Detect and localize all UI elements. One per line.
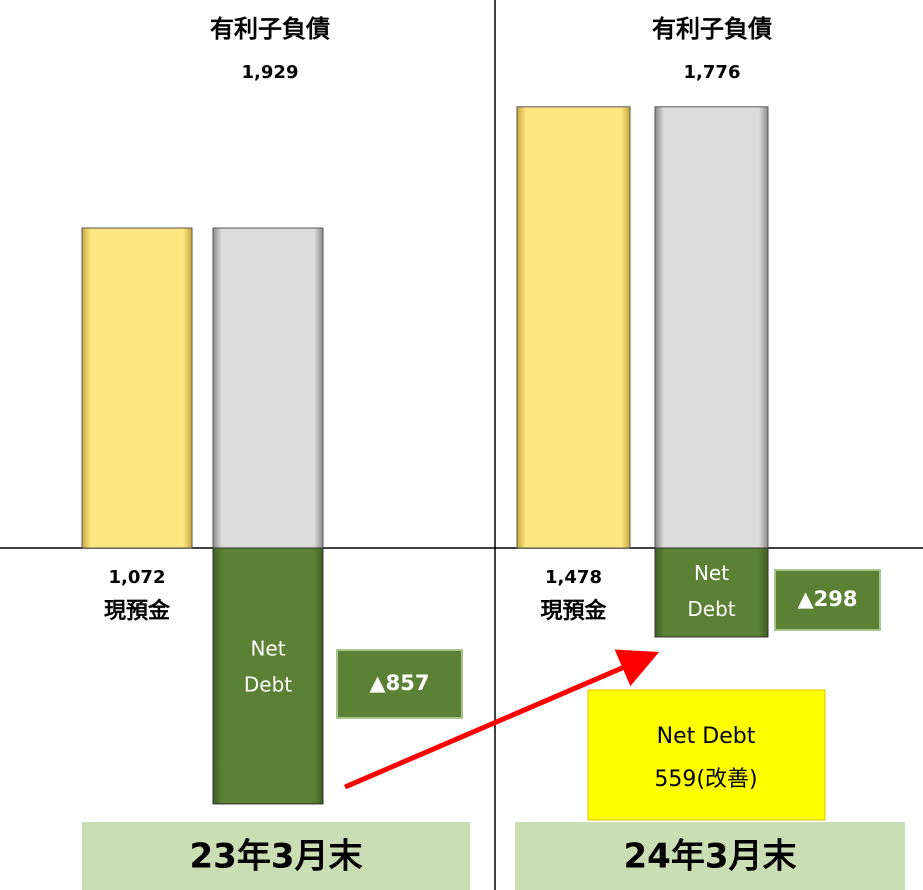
- debt-label: 有利子負債: [652, 15, 772, 43]
- cash-value-label: 1,478: [545, 567, 602, 588]
- net-debt-bar: [654, 547, 769, 638]
- net-debt-box: [774, 569, 881, 631]
- cash-value-label: 1,072: [109, 567, 166, 588]
- debt-label: 有利子負債: [210, 15, 330, 43]
- improvement-arrow: [344, 649, 660, 790]
- cash-label: 現預金: [540, 598, 607, 624]
- annotation-text: 559(改善): [654, 767, 757, 792]
- period-label: 24年3月末: [624, 837, 797, 877]
- debt-value-label: 1,776: [684, 62, 741, 83]
- cash-label: 現預金: [104, 598, 171, 624]
- net-debt-value-label: ▲857: [370, 671, 430, 695]
- net-debt-bar: [212, 547, 324, 805]
- debt-value-label: 1,929: [242, 62, 299, 83]
- period-box: [82, 822, 470, 890]
- annotation-box: [587, 689, 826, 821]
- cash-bar: [516, 106, 631, 549]
- net-debt-text: Net: [250, 637, 285, 661]
- net-debt-text: Net: [694, 561, 729, 585]
- net-debt-text: Debt: [687, 597, 735, 621]
- cash-bar: [81, 227, 193, 549]
- period-label: 23年3月末: [190, 837, 363, 877]
- net-debt-text: Debt: [244, 673, 292, 697]
- annotation-text: Net Debt: [657, 724, 756, 749]
- net-debt-value-label: ▲298: [798, 587, 858, 611]
- period-box: [515, 822, 905, 890]
- net-debt-box: [336, 649, 463, 719]
